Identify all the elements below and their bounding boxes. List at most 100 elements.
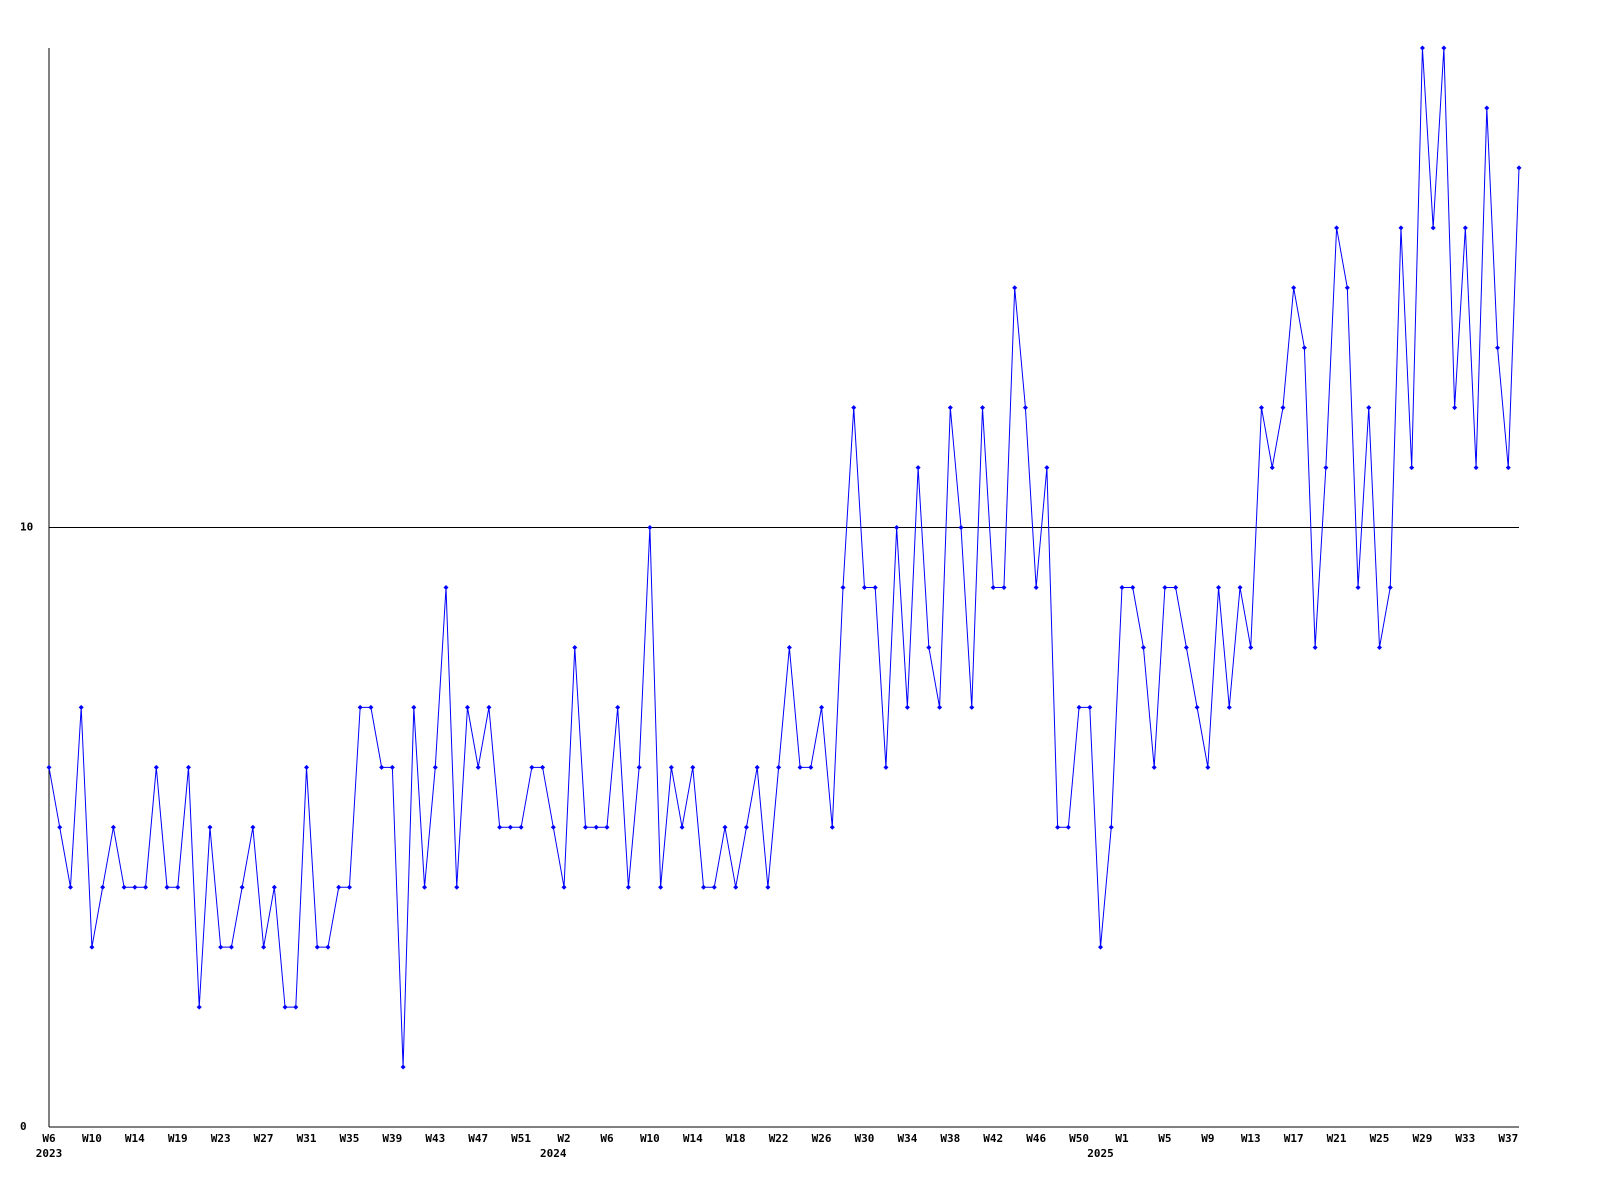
data-point: [1334, 225, 1340, 231]
data-point: [990, 585, 996, 590]
x-tick-label: W47: [468, 1132, 488, 1145]
data-point: [969, 704, 975, 710]
data-point: [1291, 285, 1297, 291]
data-point: [497, 824, 503, 830]
x-tick-label: W9: [1201, 1132, 1214, 1145]
data-point: [1366, 405, 1372, 411]
data-point: [754, 764, 760, 770]
x-tick-label: W13: [1241, 1132, 1261, 1145]
data-point: [100, 884, 106, 890]
data-point: [776, 764, 782, 770]
data-point: [1462, 225, 1468, 231]
data-point: [743, 824, 749, 830]
year-label: 2023: [36, 1147, 63, 1160]
data-point: [432, 764, 438, 770]
x-tick-label: W34: [897, 1132, 917, 1145]
data-point: [1012, 285, 1018, 291]
data-point: [1087, 704, 1093, 710]
data-point: [89, 944, 95, 950]
data-point: [1205, 764, 1211, 770]
data-point: [314, 944, 320, 950]
data-point: [819, 704, 825, 710]
data-point: [261, 944, 267, 950]
data-point: [1355, 585, 1361, 590]
data-point: [1398, 225, 1404, 231]
x-tick-label: W6: [600, 1132, 614, 1145]
data-point: [625, 884, 631, 890]
data-point: [164, 884, 170, 890]
data-point: [1216, 585, 1222, 590]
x-tick-label: W6: [42, 1132, 56, 1145]
x-tick-label: W2: [557, 1132, 570, 1145]
data-point: [690, 764, 696, 770]
data-point: [1022, 405, 1028, 411]
x-tick-label: W43: [425, 1132, 445, 1145]
data-point: [582, 824, 588, 830]
data-point: [185, 764, 191, 770]
data-point: [389, 764, 395, 770]
data-point: [883, 764, 889, 770]
x-tick-label: W27: [254, 1132, 274, 1145]
data-point: [1108, 824, 1114, 830]
x-tick-label: W31: [297, 1132, 317, 1145]
data-point: [829, 824, 835, 830]
x-tick-label: W23: [211, 1132, 231, 1145]
data-point: [1377, 644, 1383, 650]
data-point: [1173, 585, 1179, 590]
data-point: [593, 824, 599, 830]
x-tick-label: W37: [1498, 1132, 1518, 1145]
data-point: [550, 824, 556, 830]
data-point: [926, 644, 932, 650]
data-point: [325, 944, 331, 950]
data-point: [1226, 704, 1232, 710]
data-point: [239, 884, 245, 890]
data-point: [529, 764, 535, 770]
data-point: [293, 1004, 299, 1010]
data-point: [1419, 45, 1425, 51]
data-point: [1344, 285, 1350, 291]
data-point: [636, 764, 642, 770]
data-point: [271, 884, 277, 890]
data-point: [1055, 824, 1061, 830]
data-point: [1387, 585, 1393, 590]
x-tick-label: W42: [983, 1132, 1003, 1145]
x-tick-label: W17: [1284, 1132, 1304, 1145]
data-point: [1237, 585, 1243, 590]
data-point: [1098, 944, 1104, 950]
data-point: [486, 704, 492, 710]
data-point: [346, 884, 352, 890]
x-tick-label: W35: [340, 1132, 360, 1145]
x-tick-label: W19: [168, 1132, 188, 1145]
data-point: [507, 824, 513, 830]
data-point: [540, 764, 546, 770]
data-point: [110, 824, 116, 830]
data-point: [904, 704, 910, 710]
data-point: [572, 644, 578, 650]
data-point: [1151, 764, 1157, 770]
x-tick-label: W1: [1115, 1132, 1129, 1145]
x-tick-label: W26: [812, 1132, 832, 1145]
x-tick-label: W38: [940, 1132, 960, 1145]
data-point: [1001, 585, 1007, 590]
data-point: [1495, 345, 1501, 351]
x-tick-label: W21: [1327, 1132, 1347, 1145]
x-tick-label: W39: [382, 1132, 402, 1145]
y-tick-label: 0: [20, 1120, 27, 1133]
data-point: [615, 704, 621, 710]
data-point: [797, 764, 803, 770]
data-point: [78, 704, 84, 710]
x-tick-label: W25: [1370, 1132, 1390, 1145]
data-point: [422, 884, 428, 890]
data-point: [872, 585, 878, 590]
data-point: [1452, 405, 1458, 411]
data-point: [1280, 405, 1286, 411]
data-point: [336, 884, 342, 890]
data-point: [1409, 465, 1415, 471]
data-point: [357, 704, 363, 710]
data-point: [475, 764, 481, 770]
data-point: [1044, 465, 1050, 471]
x-tick-label: W29: [1412, 1132, 1432, 1145]
data-point: [464, 704, 470, 710]
